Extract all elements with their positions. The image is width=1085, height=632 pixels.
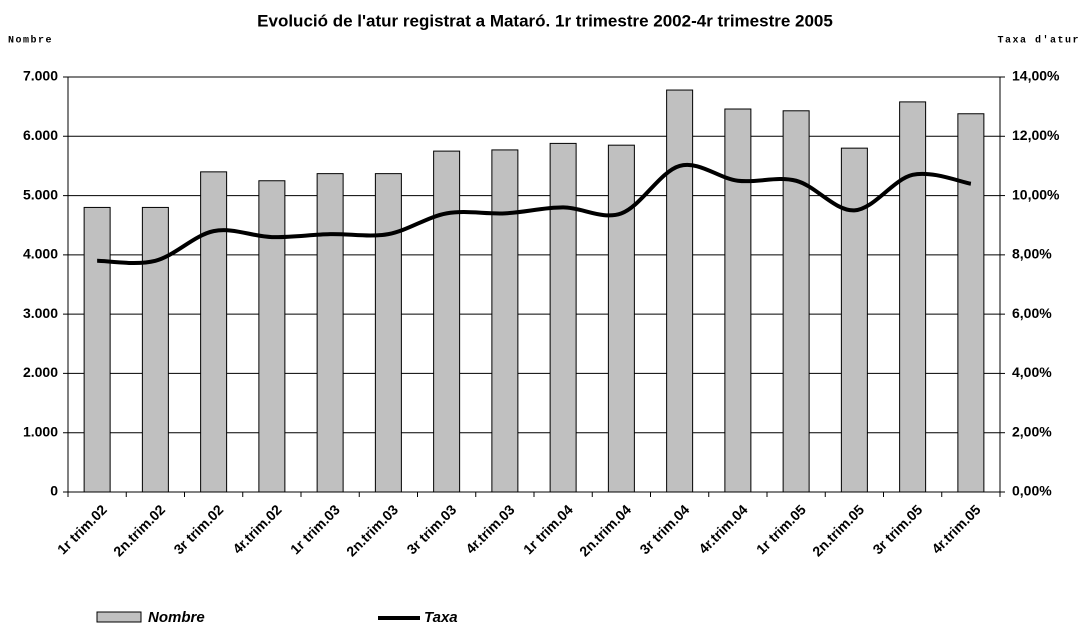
y-tick-label: 2.000 — [23, 364, 58, 380]
bar — [316, 173, 344, 493]
y-tick-label: 5.000 — [23, 186, 58, 202]
x-tick-label: 1r trim.03 — [287, 501, 343, 557]
x-tick-label: 2n.trim.05 — [809, 501, 867, 559]
legend-label: Nombre — [148, 609, 205, 626]
y2-tick-label: 14,00% — [1012, 68, 1060, 84]
bar — [607, 144, 635, 493]
x-tick-label: 3r trim.03 — [403, 501, 459, 557]
y2-tick-label: 2,00% — [1012, 423, 1052, 439]
y-tick-label: 6.000 — [23, 127, 58, 143]
y-tick-label: 1.000 — [23, 423, 58, 439]
y2-tick-label: 8,00% — [1012, 246, 1052, 262]
x-tick-label: 3r trim.02 — [170, 501, 226, 557]
bar — [840, 147, 868, 493]
bar — [782, 110, 810, 493]
bar — [666, 89, 694, 493]
x-tick-label: 4r.trim.02 — [229, 501, 284, 556]
y-tick-label: 4.000 — [23, 246, 58, 262]
bar — [83, 206, 111, 493]
bar — [374, 173, 402, 493]
bar — [549, 142, 577, 493]
line — [97, 162, 972, 265]
bar — [491, 149, 519, 493]
x-tick-label: 4r.trim.05 — [928, 501, 983, 556]
x-tick-label: 1r trim.04 — [520, 501, 576, 557]
y2-axis-title: Taxa d'atur — [997, 35, 1080, 47]
bar — [200, 171, 228, 493]
bar — [258, 180, 286, 493]
y2-tick-label: 4,00% — [1012, 364, 1052, 380]
x-tick-label: 1r trim.02 — [54, 501, 110, 557]
x-tick-label: 2n.trim.04 — [576, 501, 634, 559]
y2-tick-label: 10,00% — [1012, 186, 1060, 202]
x-tick-label: 4r.trim.04 — [695, 501, 750, 556]
bar — [957, 113, 985, 493]
x-tick-label: 3r trim.04 — [636, 501, 692, 557]
y2-tick-label: 6,00% — [1012, 305, 1052, 321]
bar — [899, 101, 927, 493]
x-tick-label: 3r trim.05 — [869, 501, 925, 557]
y-tick-label: 7.000 — [23, 68, 58, 84]
y2-tick-label: 0,00% — [1012, 483, 1052, 499]
legend-label: Taxa — [424, 609, 458, 626]
y-tick-label: 0 — [50, 483, 58, 499]
chart-title: Evolució de l'atur registrat a Mataró. 1… — [257, 11, 833, 30]
x-tick-label: 4r.trim.03 — [462, 501, 517, 556]
bar — [724, 108, 752, 493]
y-tick-label: 3.000 — [23, 305, 58, 321]
bar — [433, 150, 461, 493]
bar — [141, 206, 169, 493]
y-axis-title: Nombre — [8, 35, 53, 47]
legend-swatch — [96, 611, 142, 623]
y2-tick-label: 12,00% — [1012, 127, 1060, 143]
x-tick-label: 1r trim.05 — [753, 501, 809, 557]
x-tick-label: 2n.trim.02 — [110, 501, 168, 559]
x-tick-label: 2n.trim.03 — [343, 501, 401, 559]
